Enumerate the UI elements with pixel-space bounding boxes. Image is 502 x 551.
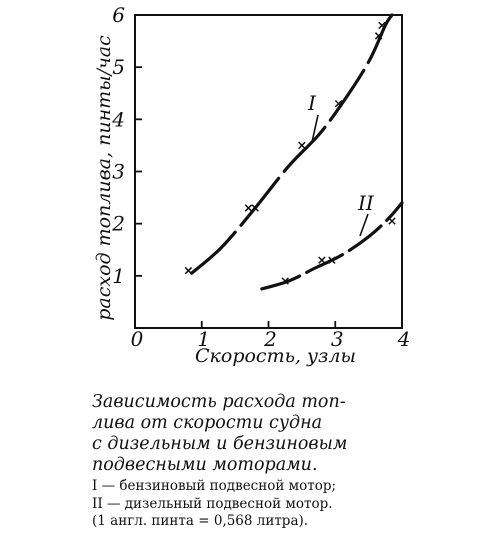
data-point bbox=[328, 256, 336, 264]
fuel-consumption-chart: 0 1 2 3 4 1 2 3 4 5 6 Скорость, узлы расход топлив… bbox=[93, 3, 410, 367]
x-tick-label: 3 bbox=[331, 327, 344, 351]
data-point-stroke bbox=[374, 32, 383, 40]
data-point bbox=[298, 141, 306, 150]
data-point-stroke bbox=[251, 204, 259, 212]
legend-line: II — дизельный подвесной мотор. bbox=[92, 495, 333, 512]
curve-label-ii: II bbox=[357, 191, 375, 215]
data-point bbox=[318, 256, 326, 264]
curve-label-i: I bbox=[307, 91, 317, 115]
data-point-stroke bbox=[281, 277, 289, 285]
data-point-stroke bbox=[318, 256, 326, 264]
legend-line: (1 англ. пинта = 0,568 литра). bbox=[92, 513, 309, 529]
x-tick-label: 2 bbox=[263, 327, 277, 351]
x-tick-label: 4 bbox=[397, 327, 411, 351]
data-point-stroke bbox=[388, 217, 396, 225]
legend-notes: I — бензиновый подвесной мотор; II — диз… bbox=[92, 478, 497, 531]
data-point-stroke bbox=[334, 99, 343, 108]
legend-line: I — бензиновый подвесной мотор; bbox=[92, 478, 337, 494]
data-point-stroke bbox=[244, 204, 253, 212]
caption-line: лива от скорости судна bbox=[92, 413, 323, 433]
series-line-i bbox=[190, 13, 394, 275]
label-leader-i bbox=[311, 114, 319, 143]
axes bbox=[134, 14, 403, 329]
x-tick-label: 0 bbox=[131, 327, 144, 351]
data-point bbox=[388, 217, 396, 225]
data-point-stroke bbox=[378, 21, 386, 30]
y-tick-label: 5 bbox=[112, 55, 125, 79]
y-axis-label: расход топлива, пинты/час bbox=[93, 35, 115, 321]
x-axis-label: Скорость, узлы bbox=[195, 345, 356, 367]
y-tick-label: 4 bbox=[111, 107, 125, 131]
curves bbox=[190, 13, 404, 291]
caption-line: Зависимость расхода топ- bbox=[92, 392, 346, 412]
y-tick-label: 1 bbox=[112, 264, 125, 288]
data-point bbox=[281, 277, 289, 285]
caption-line: подвесными моторами. bbox=[92, 455, 318, 475]
y-tick-label: 3 bbox=[112, 160, 125, 184]
data-point bbox=[251, 204, 259, 212]
figure-caption: Зависимость расхода топ- лива от скорост… bbox=[92, 392, 492, 476]
data-point-stroke bbox=[298, 141, 306, 150]
data-points bbox=[184, 21, 396, 285]
data-point bbox=[374, 32, 383, 40]
data-point-stroke bbox=[184, 266, 193, 275]
data-point bbox=[184, 266, 193, 275]
data-point-stroke bbox=[328, 256, 336, 264]
label-leader-ii bbox=[359, 213, 369, 237]
y-tick-label: 2 bbox=[111, 212, 125, 236]
y-tick-label: 6 bbox=[112, 3, 125, 27]
data-point bbox=[244, 204, 253, 212]
data-point bbox=[334, 99, 343, 108]
caption-line: с дизельным и бензиновым bbox=[92, 434, 348, 454]
plot-frame bbox=[134, 14, 403, 329]
x-tick-label: 1 bbox=[197, 327, 210, 351]
data-point bbox=[378, 21, 386, 30]
series-line-ii bbox=[260, 201, 404, 291]
tick-labels: 0 1 2 3 4 1 2 3 4 5 6 bbox=[111, 3, 410, 351]
